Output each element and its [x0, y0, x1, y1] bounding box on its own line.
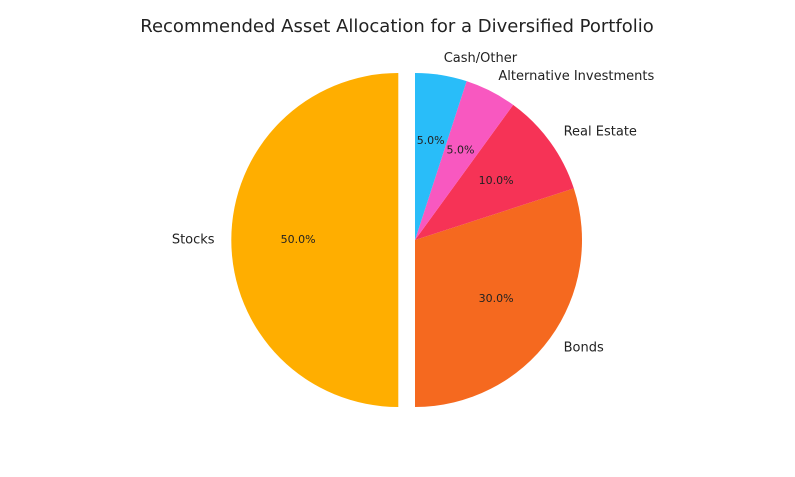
slice-label: Alternative Investments — [498, 69, 654, 84]
pie-slice — [415, 81, 514, 241]
pie-slice — [415, 188, 582, 407]
value-label: 50.0% — [281, 233, 316, 246]
slice-label: Bonds — [564, 340, 604, 355]
value-label: 5.0% — [447, 144, 475, 157]
value-label: 30.0% — [479, 292, 514, 305]
value-label: 10.0% — [479, 174, 514, 187]
slice-label: Real Estate — [564, 125, 637, 140]
chart-title: Recommended Asset Allocation for a Diver… — [140, 16, 653, 37]
pie-slice — [415, 104, 574, 240]
slice-label: Stocks — [172, 233, 215, 248]
pie-slice — [231, 73, 399, 407]
value-label: 5.0% — [417, 134, 445, 147]
pie-slice — [415, 73, 467, 240]
slice-label: Cash/Other — [444, 51, 518, 66]
